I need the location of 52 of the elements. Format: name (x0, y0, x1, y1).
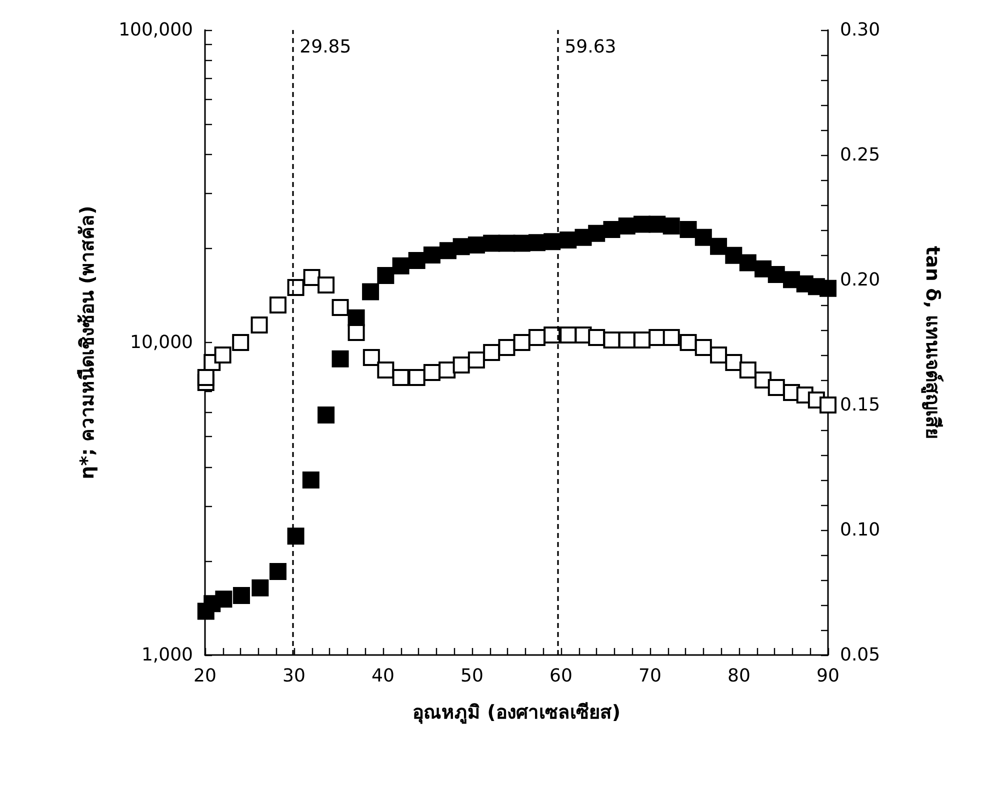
point (710, 238, 728, 255)
point (725, 246, 742, 264)
x-axis-title: อุณหภูมิ (องศาเซลเซียส) (412, 702, 620, 724)
point (423, 246, 440, 264)
y2-tick-label: 0.30 (840, 20, 880, 40)
point (332, 350, 349, 368)
point (215, 590, 232, 608)
y-axis-title: η*; ความหนืดเชิงซ้อน (พาสคัล) (76, 206, 98, 480)
x-tick-label: 30 (282, 666, 306, 686)
y-tick-label: 100,000 (118, 20, 193, 40)
y2-tick-label: 0.20 (840, 270, 880, 290)
x-tick-label: 60 (550, 666, 572, 686)
y2-tick-label: 0.25 (840, 144, 880, 166)
point (452, 238, 470, 256)
x-tick-label: 70 (638, 666, 662, 686)
point (662, 217, 680, 234)
x-tick-label: 90 (816, 666, 840, 686)
point (820, 280, 836, 297)
point (694, 228, 712, 246)
x-tick-label: 40 (372, 666, 394, 686)
y2-axis-title: tan δ, แทนเจต์สูญเสีย (920, 246, 944, 439)
y2-tick-label: 0.15 (840, 394, 880, 416)
point (318, 406, 335, 424)
point (377, 267, 394, 284)
y2-tick-label: 0.05 (840, 644, 880, 666)
point (513, 234, 530, 252)
point (269, 563, 286, 580)
point (528, 234, 546, 252)
point (618, 217, 636, 234)
point (287, 528, 304, 545)
point (252, 579, 269, 596)
point (560, 232, 577, 249)
x-tick-label: 50 (460, 666, 484, 686)
point (408, 252, 426, 270)
point (302, 472, 320, 489)
point (362, 283, 380, 300)
point (392, 257, 410, 274)
point (232, 587, 250, 604)
point (680, 220, 697, 238)
point (498, 234, 516, 252)
point (739, 254, 756, 272)
y-tick-label: 10,000 (130, 332, 193, 353)
point (468, 236, 485, 254)
y2-tick-label: 0.10 (840, 520, 880, 540)
x-tick-label: 20 (194, 666, 216, 686)
ref-line-label: 59.63 (564, 36, 616, 58)
ref-line-label: 29.85 (300, 36, 352, 58)
point (588, 224, 606, 242)
point (603, 220, 620, 238)
y-tick-label: 1,000 (141, 644, 193, 666)
point (768, 266, 785, 284)
x-tick-label: 80 (728, 666, 750, 686)
